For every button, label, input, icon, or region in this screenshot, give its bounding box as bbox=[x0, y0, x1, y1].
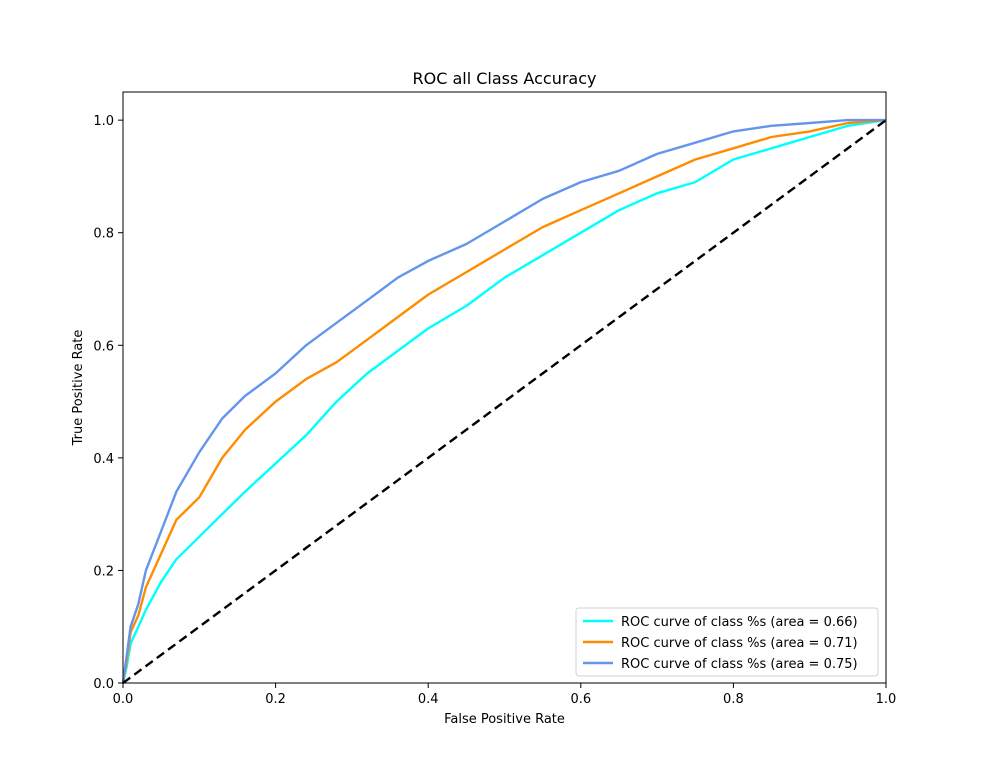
x-axis-label: False Positive Rate bbox=[444, 712, 565, 727]
y-tick-label: 0.0 bbox=[93, 677, 114, 692]
roc-curve-series-3 bbox=[121, 118, 886, 684]
reference-diagonal-line bbox=[122, 119, 887, 684]
y-tick-label: 0.6 bbox=[93, 339, 114, 354]
x-tick-label: 0.4 bbox=[418, 692, 439, 707]
x-tick-label: 0.6 bbox=[570, 692, 591, 707]
plot-frame bbox=[122, 91, 887, 684]
legend-label-2: ROC curve of class %s (area = 0.71) bbox=[621, 636, 858, 651]
y-tick-label: 0.2 bbox=[93, 564, 114, 579]
roc-curve-series-1 bbox=[121, 118, 887, 684]
y-tick-label: 0.4 bbox=[93, 452, 114, 467]
x-tick-label: 0.2 bbox=[265, 692, 286, 707]
y-tick-label: 1.0 bbox=[93, 114, 114, 129]
x-axis: 0.0 0.2 0.4 0.6 0.8 1.0 bbox=[113, 683, 897, 707]
y-axis: 0.0 0.2 0.4 0.6 0.8 1.0 bbox=[93, 114, 123, 692]
x-tick-label: 0.8 bbox=[723, 692, 744, 707]
x-tick-label: 0.0 bbox=[113, 692, 134, 707]
legend: ROC curve of class %s (area = 0.66) ROC c… bbox=[575, 607, 879, 677]
y-tick-label: 0.8 bbox=[93, 227, 114, 242]
y-axis-label: True Positive Rate bbox=[71, 330, 86, 447]
x-tick-label: 1.0 bbox=[876, 692, 897, 707]
legend-label-3: ROC curve of class %s (area = 0.75) bbox=[621, 657, 858, 672]
roc-curve-series-2 bbox=[121, 118, 887, 684]
legend-box bbox=[575, 607, 879, 677]
legend-label-1: ROC curve of class %s (area = 0.66) bbox=[621, 615, 858, 630]
plot-area bbox=[121, 118, 887, 684]
chart-title: ROC all Class Accuracy bbox=[413, 69, 597, 88]
